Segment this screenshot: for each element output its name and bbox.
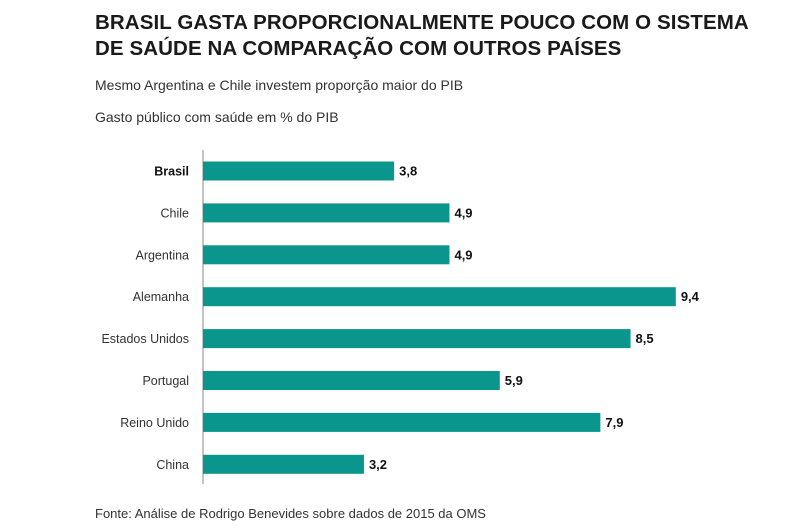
bar-reino-unido [203,412,601,432]
category-label-alemanha: Alemanha [133,290,189,304]
bar-portugal [203,371,500,390]
value-label-alemanha: 9,4 [681,289,700,304]
category-label-chile: Chile [161,206,190,220]
value-label-brasil: 3,8 [399,164,417,179]
source-note: Fonte: Análise de Rodrigo Benevides sobr… [95,506,486,521]
chart-subtitle: Mesmo Argentina e Chile investem proporç… [95,77,464,93]
category-label-reino-unido: Reino Unido [120,416,189,430]
category-label-china: China [156,458,189,472]
bar-estados-unidos [203,329,631,349]
bar-chile [203,203,450,223]
value-label-estados-unidos: 8,5 [636,331,654,346]
bar-argentina [203,245,450,265]
bar-alemanha [203,287,676,307]
value-label-portugal: 5,9 [505,373,523,388]
value-label-chile: 4,9 [454,205,472,220]
bar-brasil [203,161,395,181]
value-label-argentina: 4,9 [454,247,472,262]
value-label-reino-unido: 7,9 [605,415,623,430]
category-label-portugal: Portugal [142,374,189,388]
chart-title: BRASIL GASTA PROPORCIONALMENTE POUCO COM… [95,11,749,60]
bar-china [203,454,364,474]
value-label-china: 3,2 [369,457,387,472]
chart-description: Gasto público com saúde em % do PIB [95,109,339,125]
category-label-brasil: Brasil [154,165,189,179]
category-label-argentina: Argentina [135,248,189,262]
category-label-estados-unidos: Estados Unidos [101,332,189,346]
